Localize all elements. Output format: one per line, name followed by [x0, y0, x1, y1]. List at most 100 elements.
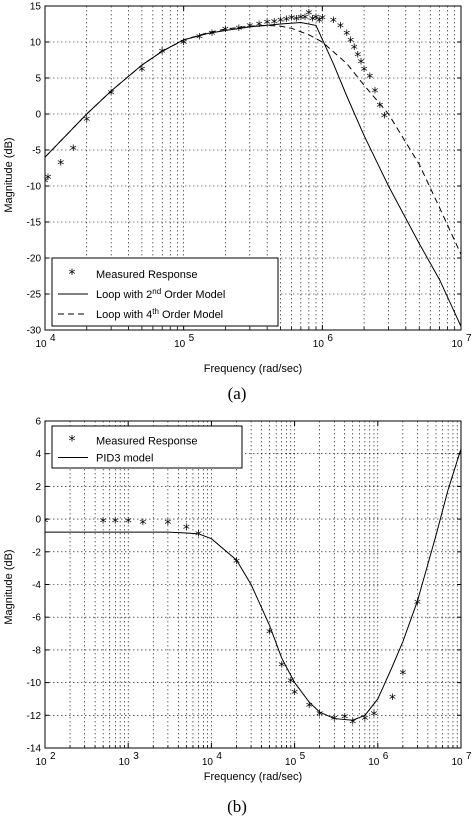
- data-point-b: *: [316, 708, 323, 724]
- x-tick-label-b: 10: [202, 757, 214, 768]
- y-tick-label-b: 4: [35, 449, 41, 460]
- x-tick-label-a: 10: [313, 339, 325, 350]
- data-point-a: *: [309, 13, 316, 29]
- x-tick-label-b: 10: [285, 757, 297, 768]
- data-point-a: *: [337, 21, 344, 37]
- data-point-b: *: [100, 515, 107, 531]
- data-point-a: *: [357, 57, 364, 73]
- data-point-b: *: [291, 687, 298, 703]
- data-point-b: *: [233, 556, 240, 572]
- data-point-b: *: [414, 597, 421, 613]
- series-line-a-2: [45, 24, 461, 255]
- y-axis-label-a: Magnitude (dB): [3, 137, 15, 212]
- y-tick-label-a: -15: [27, 218, 42, 229]
- data-point-b: *: [306, 700, 313, 716]
- legend-entry-a: Loop with 2nd Order Model: [96, 287, 225, 301]
- y-tick-label-b: -6: [32, 613, 41, 624]
- data-point-b: *: [331, 713, 338, 729]
- x-tick-exponent-a: 7: [466, 333, 472, 344]
- data-point-a: *: [297, 12, 304, 28]
- data-point-a: *: [316, 15, 323, 31]
- chart-panel-b: Magnitude (dB) Frequency (rad/sec) (b) 6…: [3, 417, 472, 817]
- data-point-b: *: [42, 515, 49, 531]
- series-group-a: ********* * * * * * * * * *********** * * **********: [42, 8, 461, 327]
- legend-box-b: [51, 425, 243, 469]
- data-point-a: *: [302, 12, 309, 28]
- data-point-a: *: [180, 37, 187, 53]
- x-tick-exponent-b: 7: [466, 751, 472, 762]
- legend-marker-a: *: [69, 267, 76, 283]
- data-point-a: *: [351, 42, 358, 58]
- data-point-a: *: [366, 71, 373, 87]
- legend-box-a: [51, 257, 279, 327]
- caption-a: (a): [228, 384, 247, 403]
- legend-entry-b: Measured Response: [96, 436, 198, 448]
- x-tick-exponent-b: 2: [50, 751, 56, 762]
- data-point-a: *: [208, 28, 215, 44]
- x-tick-label-b: 10: [119, 757, 131, 768]
- legend-marker-b: *: [69, 434, 76, 450]
- y-tick-label-b: 0: [35, 515, 41, 526]
- data-point-b: *: [266, 627, 273, 643]
- data-point-a: *: [246, 21, 253, 37]
- y-tick-label-a: -20: [27, 254, 42, 265]
- data-point-a: *: [196, 31, 203, 47]
- y-tick-label-b: 2: [35, 482, 41, 493]
- data-point-a: *: [283, 14, 290, 30]
- y-tick-label-a: -10: [27, 182, 42, 193]
- series-line-b-1: [45, 448, 461, 721]
- data-point-a: *: [305, 8, 312, 24]
- data-point-a: *: [288, 13, 295, 29]
- data-point-b: *: [183, 522, 190, 538]
- data-point-a: *: [361, 64, 368, 80]
- y-tick-label-b: -10: [27, 678, 42, 689]
- data-point-b: *: [112, 515, 119, 531]
- y-tick-label-b: -14: [27, 744, 42, 755]
- x-tick-exponent-b: 3: [133, 751, 139, 762]
- data-point-b: *: [361, 713, 368, 729]
- y-tick-label-a: 0: [35, 110, 41, 121]
- y-tick-label-a: 5: [35, 74, 41, 85]
- y-axis-label-b: Magnitude (dB): [3, 549, 15, 624]
- data-point-a: *: [293, 13, 300, 29]
- data-point-a: *: [330, 15, 337, 31]
- x-tick-exponent-b: 4: [216, 751, 222, 762]
- y-tick-label-b: -4: [32, 580, 41, 591]
- legend-entry-b: PID3 model: [96, 453, 153, 465]
- y-tick-label-a: 15: [30, 2, 42, 13]
- data-point-a: *: [372, 85, 379, 101]
- data-point-a: *: [376, 100, 383, 116]
- data-point-a: *: [70, 143, 77, 159]
- data-point-b: *: [370, 708, 377, 724]
- x-tick-exponent-a: 5: [189, 333, 195, 344]
- x-tick-label-b: 10: [451, 757, 463, 768]
- y-tick-label-a: 10: [30, 38, 42, 49]
- data-point-a: *: [381, 111, 388, 127]
- x-tick-exponent-a: 6: [327, 333, 333, 344]
- series-group-b: * * * * * * * ******** * * * * ****: [42, 448, 461, 732]
- data-point-a: *: [138, 64, 145, 80]
- data-point-a: *: [277, 15, 284, 31]
- x-tick-exponent-a: 4: [50, 333, 56, 344]
- data-point-b: *: [399, 667, 406, 683]
- data-point-a: *: [44, 172, 51, 188]
- x-axis-label-a: Frequency (rad/sec): [204, 363, 302, 375]
- legend-entry-a: Measured Response: [96, 269, 198, 281]
- y-tick-label-b: 6: [35, 417, 41, 428]
- y-tick-label-a: -30: [27, 326, 42, 337]
- y-tick-label-a: -25: [27, 290, 42, 301]
- data-point-a: *: [57, 157, 64, 173]
- plot-frame-a: [44, 5, 462, 331]
- data-point-b: *: [164, 517, 171, 533]
- y-tick-label-b: -8: [32, 645, 41, 656]
- data-point-a: *: [159, 46, 166, 62]
- y-tick-label-a: -5: [32, 146, 41, 157]
- legend-entry-a: Loop with 4th Order Model: [96, 307, 223, 321]
- data-point-a: *: [42, 175, 49, 191]
- x-tick-exponent-b: 5: [300, 751, 306, 762]
- y-tick-label-b: -12: [27, 711, 42, 722]
- data-point-a: *: [343, 28, 350, 44]
- y-tick-label-b: -2: [32, 547, 41, 558]
- data-point-b: *: [139, 517, 146, 533]
